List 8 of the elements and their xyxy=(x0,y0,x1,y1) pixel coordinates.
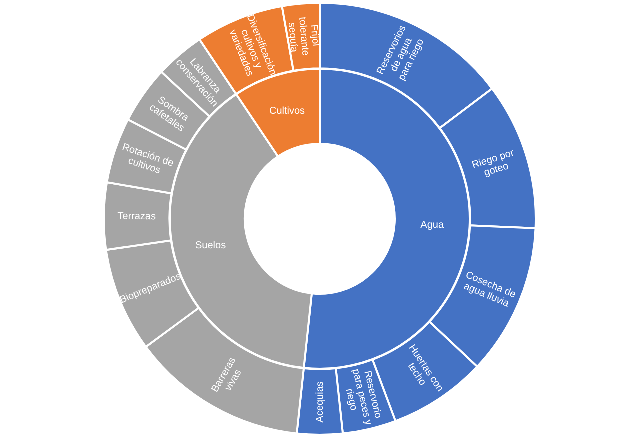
slice-label: Acequias xyxy=(314,382,326,423)
slice-label: Frijol tolerante sequía xyxy=(286,16,322,57)
slice-label: Cultivos xyxy=(269,106,306,118)
slice-label: Riego por goteo xyxy=(471,148,516,180)
slice-label: Agua xyxy=(420,220,444,231)
slice-label: Reservorio para peces y riego xyxy=(343,368,384,426)
slice-label: Terrazas xyxy=(118,211,156,223)
slice-label: Suelos xyxy=(195,240,226,252)
